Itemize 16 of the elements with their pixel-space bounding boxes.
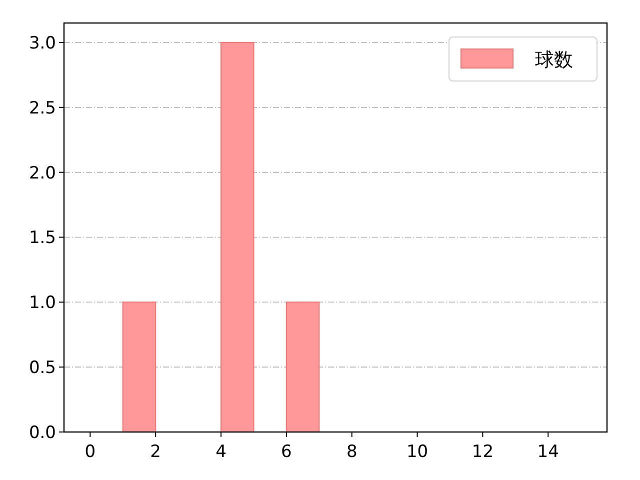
- y-tick-label: 0.5: [28, 358, 56, 378]
- legend-label: 球数: [535, 49, 573, 71]
- y-tick-label: 1.0: [28, 293, 56, 314]
- x-tick-label: 0: [84, 442, 96, 462]
- x-tick-label: 12: [472, 442, 494, 462]
- x-tick-label: 4: [216, 442, 226, 462]
- y-tick-label: 1.5: [28, 228, 56, 248]
- x-tick-label: 14: [537, 442, 559, 462]
- y-tick-label: 2.0: [28, 163, 56, 184]
- x-tick-label: 6: [281, 442, 292, 462]
- y-tick-label: 0.0: [28, 423, 56, 443]
- y-tick-label: 2.5: [28, 98, 56, 118]
- x-tick-label: 10: [406, 442, 428, 462]
- x-tick-label: 2: [150, 442, 162, 462]
- x-tick-label: 8: [346, 442, 358, 462]
- y-tick-label: 3.0: [28, 33, 56, 54]
